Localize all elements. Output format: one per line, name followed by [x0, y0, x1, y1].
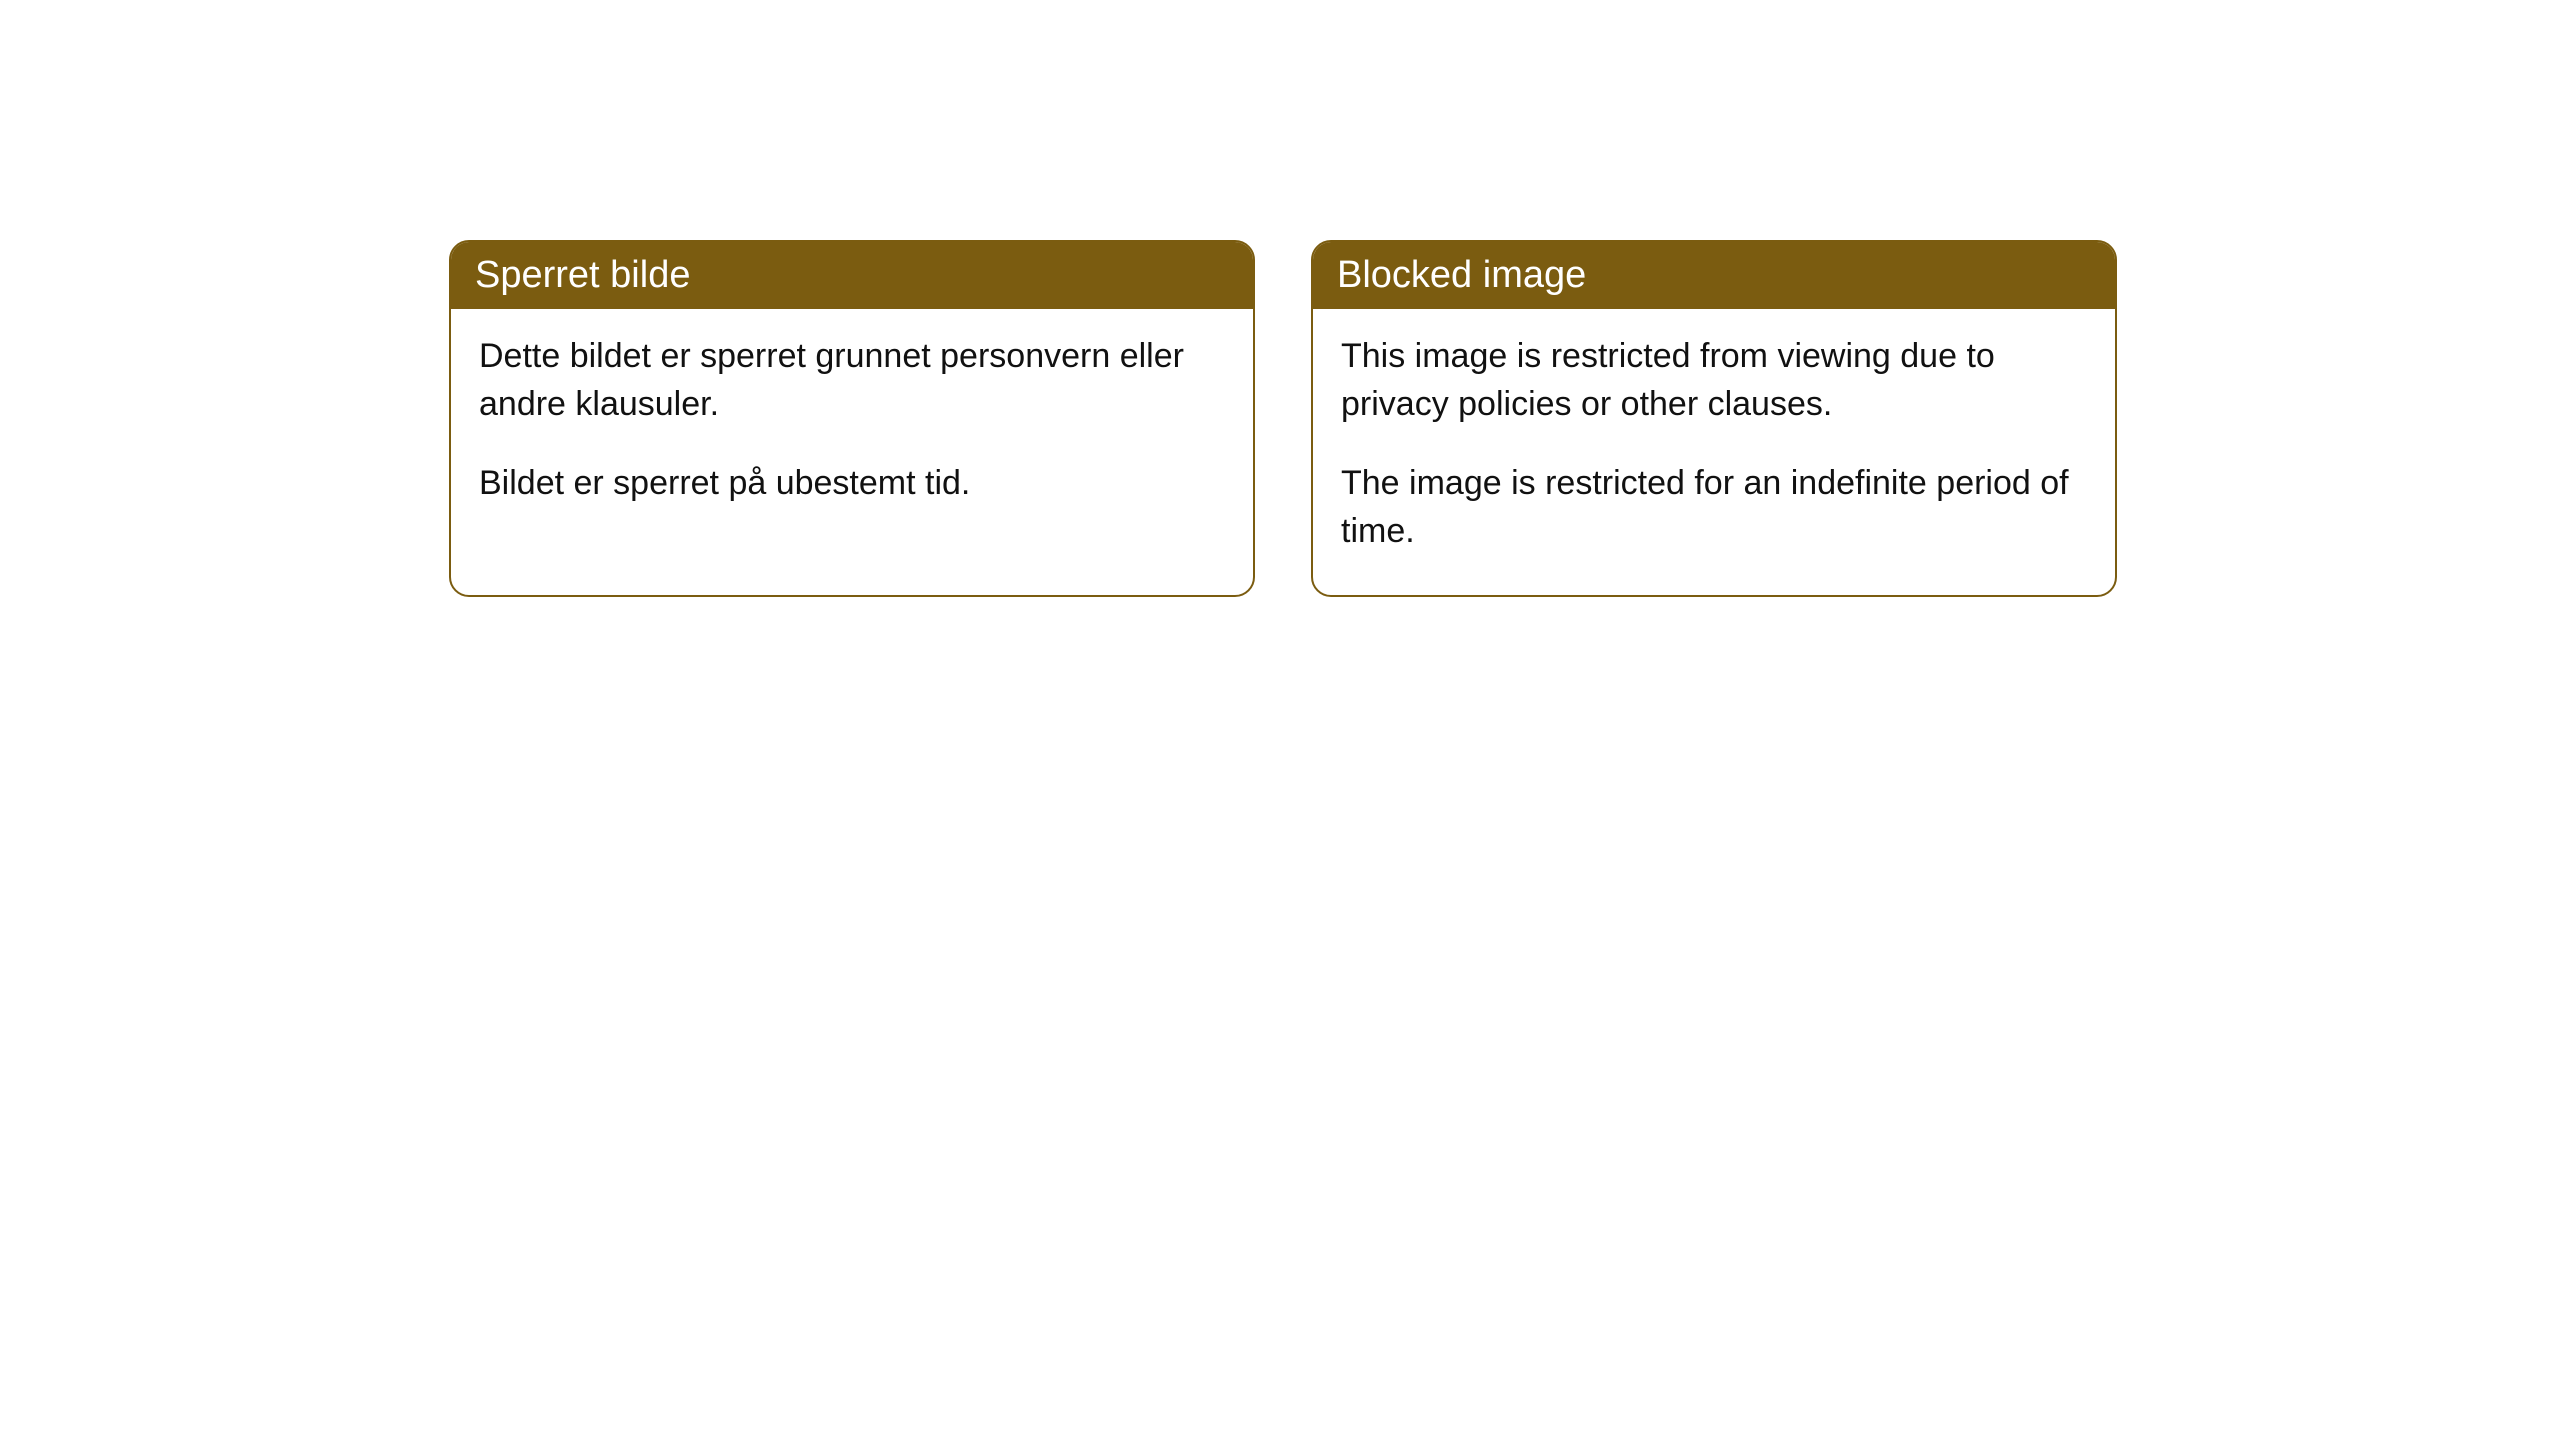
- card-paragraph: This image is restricted from viewing du…: [1341, 333, 2087, 428]
- card-body: This image is restricted from viewing du…: [1313, 309, 2115, 595]
- card-paragraph: Bildet er sperret på ubestemt tid.: [479, 460, 1225, 508]
- card-body: Dette bildet er sperret grunnet personve…: [451, 309, 1253, 548]
- notice-card-norwegian: Sperret bilde Dette bildet er sperret gr…: [449, 240, 1255, 597]
- notice-card-english: Blocked image This image is restricted f…: [1311, 240, 2117, 597]
- card-title: Sperret bilde: [475, 254, 690, 296]
- card-paragraph: Dette bildet er sperret grunnet personve…: [479, 333, 1225, 428]
- card-paragraph: The image is restricted for an indefinit…: [1341, 460, 2087, 555]
- card-title: Blocked image: [1337, 254, 1586, 296]
- notice-cards-container: Sperret bilde Dette bildet er sperret gr…: [0, 0, 2560, 597]
- card-header: Sperret bilde: [451, 242, 1253, 309]
- card-header: Blocked image: [1313, 242, 2115, 309]
